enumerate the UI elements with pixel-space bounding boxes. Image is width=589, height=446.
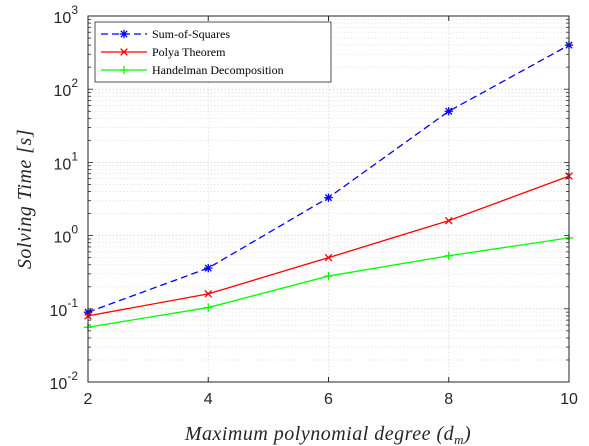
- legend: Sum-of-Squares Polya Theorem Handelman Dec…: [94, 21, 332, 83]
- legend-entry: Handelman Decomposition: [101, 63, 284, 77]
- asterisk-marker: [204, 263, 213, 273]
- y-tick-label: 10-1: [50, 296, 79, 320]
- plus-marker: [324, 271, 333, 281]
- legend-entry: Sum-of-Squares: [101, 27, 230, 41]
- y-axis-title: Solving Time [s]: [14, 129, 36, 269]
- x-tick-label: 4: [204, 391, 213, 408]
- plus-marker: [444, 251, 453, 260]
- y-tick-label: 103: [54, 3, 79, 27]
- plus-marker: [204, 303, 213, 312]
- x-marker: [324, 253, 333, 262]
- y-tick-label: 100: [54, 223, 79, 247]
- y-tick-label: 101: [54, 149, 79, 173]
- asterisk-marker: [119, 29, 129, 39]
- x-tick-label: 10: [560, 391, 578, 408]
- x-axis-title: Maximum polynomial degree (dm): [184, 423, 471, 446]
- y-tick-label: 10-2: [50, 369, 79, 393]
- tick-marks: [87, 15, 570, 383]
- series-polya-theorem: [84, 172, 573, 320]
- x-tick-labels: 2 4 6 8 10: [84, 391, 578, 408]
- x-marker: [120, 48, 128, 56]
- asterisk-marker: [324, 193, 333, 202]
- legend-label: Handelman Decomposition: [152, 63, 284, 77]
- asterisk-marker: [444, 107, 453, 116]
- y-tick-label: 102: [54, 76, 79, 100]
- plus-marker: [119, 65, 129, 75]
- y-tick-labels: 10-2 10-1 100 101 102 103: [50, 3, 79, 393]
- series-layer: [83, 40, 574, 332]
- x-tick-label: 6: [324, 391, 333, 408]
- legend-entry: Polya Theorem: [101, 45, 226, 59]
- x-marker: [204, 290, 213, 298]
- legend-label: Sum-of-Squares: [152, 27, 230, 41]
- x-tick-label: 8: [444, 391, 453, 408]
- x-marker: [444, 216, 453, 225]
- x-tick-label: 2: [84, 391, 93, 408]
- legend-label: Polya Theorem: [152, 45, 226, 59]
